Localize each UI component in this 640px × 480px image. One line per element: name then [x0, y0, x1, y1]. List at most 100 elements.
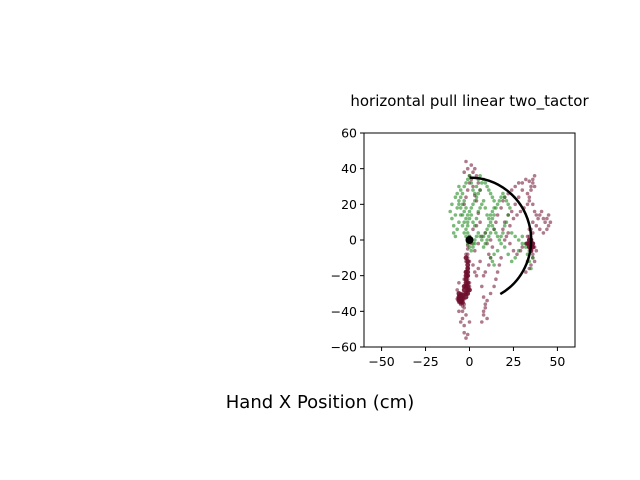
scatter-point — [473, 270, 477, 274]
scatter-point — [476, 209, 481, 214]
x-tick-label: 25 — [506, 354, 522, 369]
scatter-point — [508, 206, 512, 210]
scatter-point — [488, 220, 493, 224]
scatter-point — [460, 191, 465, 196]
scatter-point — [458, 188, 463, 192]
scatter-point — [515, 252, 519, 257]
scatter-point — [473, 199, 477, 203]
scatter-point — [471, 188, 475, 192]
scatter-point — [478, 188, 482, 192]
scatter-point — [483, 231, 488, 235]
scatter-point — [495, 270, 500, 274]
scatter-point — [487, 188, 491, 192]
scatter-point — [464, 227, 468, 232]
scatter-point — [457, 199, 461, 203]
plot-area — [363, 132, 576, 348]
scatter-point — [546, 223, 551, 228]
scatter-point — [506, 231, 511, 235]
scatter-point — [464, 336, 468, 340]
scatter-point — [473, 191, 477, 196]
x-axis-label: Hand X Position (cm) — [226, 392, 414, 413]
scatter-point — [451, 223, 456, 228]
scatter-point — [483, 241, 488, 246]
scatter-point — [487, 263, 491, 267]
scatter-point — [515, 213, 519, 217]
y-axis-ticks: 60 40 20 0 −20 −40 −60 — [331, 126, 364, 355]
scatter-point — [525, 241, 530, 247]
scatter-point — [492, 206, 496, 210]
scatter-point — [524, 270, 528, 274]
x-tick-label: 50 — [549, 354, 565, 369]
scatter-point — [532, 174, 537, 178]
scatter-point — [520, 241, 525, 246]
scatter-point — [516, 195, 521, 199]
scatter-point — [471, 227, 475, 232]
scatter-point — [527, 199, 532, 203]
scatter-point — [481, 234, 486, 239]
scatter-point — [460, 202, 465, 207]
scatter-point — [502, 245, 507, 249]
scatter-point — [531, 220, 535, 224]
scatter-point — [464, 206, 468, 210]
scatter-point — [545, 216, 549, 221]
scatter-point — [532, 184, 537, 189]
scatter-point — [490, 259, 495, 264]
scatter-point — [480, 181, 484, 185]
scatter-layer — [448, 159, 553, 340]
scatter-point — [529, 184, 533, 189]
scatter-point — [513, 255, 517, 260]
scatter-point — [462, 199, 467, 203]
scatter-point — [460, 316, 465, 321]
scatter-point — [524, 245, 528, 249]
y-tick-label: 60 — [341, 126, 357, 141]
scatter-point — [457, 202, 461, 207]
scatter-point — [485, 316, 489, 321]
scatter-point — [506, 252, 511, 257]
scatter-point — [473, 166, 477, 171]
scatter-point — [457, 309, 461, 314]
scatter-point — [487, 223, 491, 228]
scatter-point — [502, 223, 507, 228]
scatter-point — [494, 220, 498, 224]
scatter-point — [455, 206, 460, 210]
scatter-point — [487, 234, 491, 239]
scatter-point — [527, 179, 532, 183]
scatter-point — [460, 304, 465, 308]
scatter-point — [467, 320, 472, 324]
scatter-point — [508, 241, 512, 246]
scatter-point — [483, 306, 488, 310]
scatter-point — [516, 248, 521, 253]
scatter-point — [539, 209, 544, 214]
scatter-point — [458, 320, 463, 324]
scatter-point — [455, 227, 460, 232]
scatter-point — [492, 199, 496, 203]
scatter-point — [534, 223, 539, 228]
scatter-point — [480, 284, 484, 289]
scatter-point — [520, 245, 525, 249]
scatter-point — [487, 216, 491, 221]
scatter-point — [461, 287, 467, 293]
scatter-point — [474, 234, 479, 239]
scatter-point — [524, 177, 528, 182]
scatter-point — [462, 231, 467, 235]
scatter-point — [492, 252, 496, 257]
scatter-point — [450, 202, 454, 207]
scatter-point — [485, 227, 489, 232]
scatter-point — [457, 220, 461, 224]
scatter-point — [465, 188, 470, 192]
scatter-point — [455, 191, 460, 196]
scatter-point — [492, 227, 496, 232]
scatter-point — [492, 213, 496, 217]
scatter-point — [485, 213, 489, 217]
scatter-point — [509, 259, 514, 264]
scatter-point — [506, 213, 511, 217]
scatter-point — [458, 206, 463, 210]
scatter-point — [476, 181, 481, 185]
scatter-point — [502, 238, 507, 242]
y-tick-label: 20 — [341, 197, 357, 212]
scatter-point — [499, 234, 503, 239]
scatter-point — [469, 213, 474, 217]
scatter-point — [465, 273, 471, 279]
scatter-point — [462, 184, 467, 189]
scatter-point — [488, 213, 493, 217]
